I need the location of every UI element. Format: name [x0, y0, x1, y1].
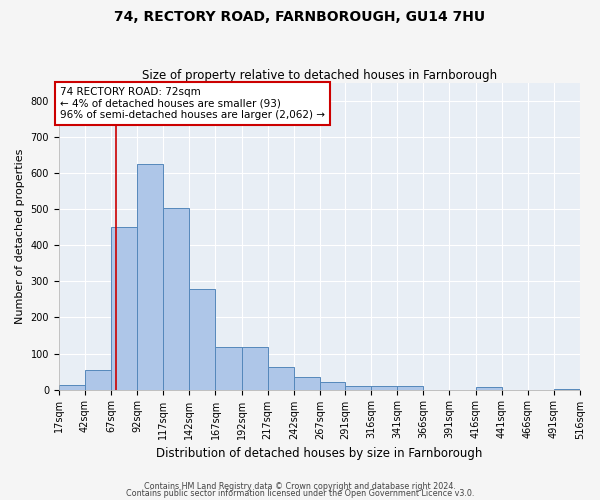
- Bar: [371, 386, 397, 390]
- Bar: [345, 386, 371, 390]
- Title: Size of property relative to detached houses in Farnborough: Size of property relative to detached ho…: [142, 69, 497, 82]
- Bar: [320, 382, 345, 390]
- Bar: [85, 370, 111, 390]
- Bar: [163, 208, 190, 390]
- Bar: [397, 386, 424, 390]
- Bar: [294, 377, 320, 390]
- Text: 74, RECTORY ROAD, FARNBOROUGH, GU14 7HU: 74, RECTORY ROAD, FARNBOROUGH, GU14 7HU: [115, 10, 485, 24]
- Text: 74 RECTORY ROAD: 72sqm
← 4% of detached houses are smaller (93)
96% of semi-deta: 74 RECTORY ROAD: 72sqm ← 4% of detached …: [60, 87, 325, 120]
- Bar: [111, 228, 137, 390]
- X-axis label: Distribution of detached houses by size in Farnborough: Distribution of detached houses by size …: [156, 447, 482, 460]
- Text: Contains HM Land Registry data © Crown copyright and database right 2024.: Contains HM Land Registry data © Crown c…: [144, 482, 456, 491]
- Bar: [215, 347, 242, 390]
- Bar: [476, 386, 502, 390]
- Bar: [190, 288, 215, 390]
- Bar: [59, 385, 85, 390]
- Text: Contains public sector information licensed under the Open Government Licence v3: Contains public sector information licen…: [126, 489, 474, 498]
- Bar: [554, 389, 580, 390]
- Bar: [242, 347, 268, 390]
- Y-axis label: Number of detached properties: Number of detached properties: [15, 148, 25, 324]
- Bar: [137, 164, 163, 390]
- Bar: [268, 367, 294, 390]
